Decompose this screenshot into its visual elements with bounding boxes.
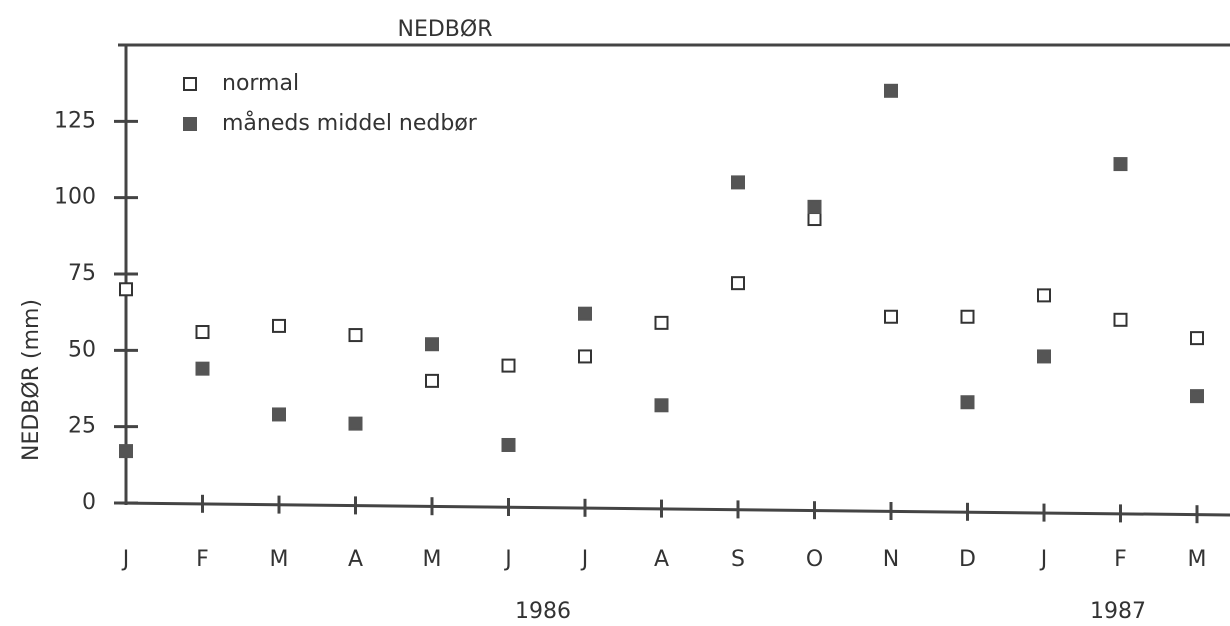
data-point [578,306,592,321]
data-point [1113,312,1128,327]
x-tick-label: N [883,547,899,572]
data-point [884,83,898,98]
data-point [960,395,975,410]
year-label: 1987 [1090,599,1146,624]
x-tick-label: J [1039,547,1048,572]
x-tick-label: D [959,547,976,572]
x-tick-label: M [270,547,289,572]
y-tick-label: 50 [68,337,96,362]
x-tick-label: F [196,547,209,572]
data-point [1190,389,1204,404]
x-tick-label: O [806,547,823,572]
data-point [425,373,439,388]
legend-marker [183,117,197,131]
data-point [807,199,822,214]
y-tick-label: 75 [68,261,96,286]
data-point [119,282,133,297]
y-tick-label: 125 [54,108,96,133]
data-point [272,318,286,333]
legend-label: måneds middel nedbør [222,110,478,136]
data-point [731,175,745,190]
y-tick-label: 0 [82,490,96,515]
x-tick-label: A [348,547,363,572]
data-point [960,309,975,324]
data-point [731,276,745,291]
data-point [348,328,363,343]
data-point [884,309,898,324]
legend-label: normal [222,71,299,96]
x-axis [117,501,1230,517]
data-point [1037,349,1051,364]
data-point [1190,331,1204,346]
data-point [1113,157,1128,172]
data-point [654,398,669,413]
x-tick-label: F [1114,547,1127,572]
data-point [1037,288,1051,303]
data-point [195,361,210,376]
data-point [578,349,592,364]
data-point [195,325,210,340]
data-point [807,212,822,227]
x-tick-label: A [654,547,669,572]
year-label: 1986 [515,599,571,624]
y-tick-label: 25 [68,414,96,439]
x-tick-label: S [731,547,745,572]
data-point [348,416,363,431]
legend-marker [183,77,197,91]
data-point [501,358,516,373]
x-tick-label: M [423,547,442,572]
data-point [425,337,439,352]
chart-title: NEDBØR [398,17,493,42]
data-point [501,437,516,452]
x-tick-label: J [503,547,512,572]
y-axis-label: NEDBØR (mm) [19,299,44,461]
data-point [272,407,286,422]
data-point [119,444,133,459]
x-tick-label: J [580,547,589,572]
x-tick-label: M [1188,547,1207,572]
x-tick-label: J [121,547,130,572]
data-point [654,315,669,330]
y-tick-label: 100 [54,185,96,210]
